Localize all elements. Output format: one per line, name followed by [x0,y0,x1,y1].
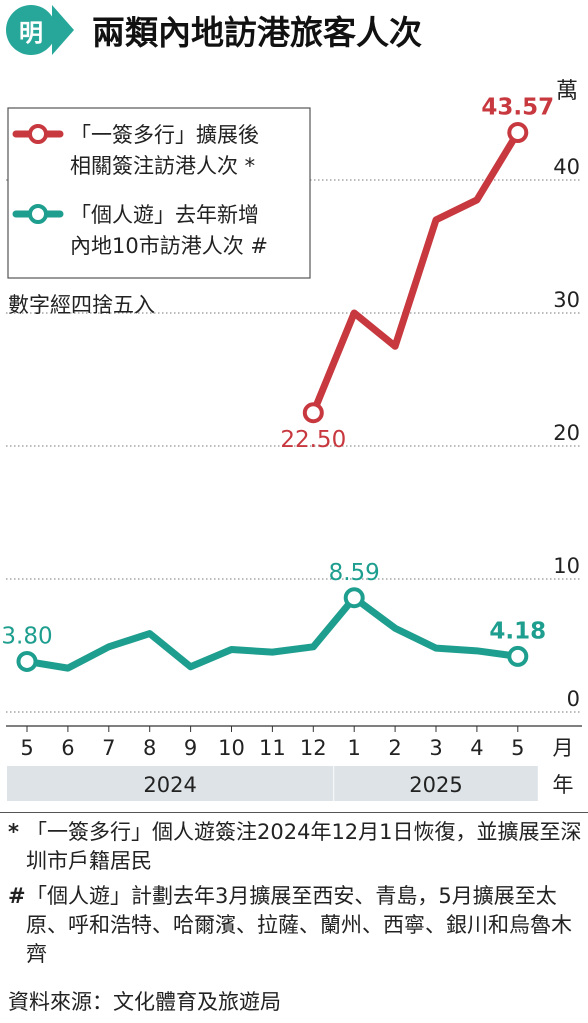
x-unit-label: 月 [553,736,574,760]
data-label: 22.50 [280,427,346,453]
y-tick-label: 10 [553,554,580,578]
footnote-text: 「個人遊」計劃去年3月擴展至西安、青島，5月擴展至太原、呼和浩特、哈爾濱、拉薩、… [26,884,572,966]
year-unit-label: 年 [553,773,574,797]
y-tick-label: 20 [553,421,580,445]
series-line-1 [23,594,522,672]
data-point-marker [16,650,38,672]
x-tick-label: 4 [470,736,483,760]
legend-label: 內地10市訪港人次 # [70,234,268,258]
y-tick-label: 40 [553,155,580,179]
x-tick-label: 11 [259,736,286,760]
year-band [7,766,334,801]
footnote-hash: # 「個人遊」計劃去年3月擴展至西安、青島，5月擴展至太原、呼和浩特、哈爾濱、拉… [8,882,586,969]
logo-chevron-icon [52,5,74,55]
series-line-0 [309,129,522,417]
year-label: 2024 [143,773,196,797]
y-unit-label: 萬 [556,79,578,104]
data-label: 8.59 [329,560,380,586]
footnote-text: 「一簽多行」個人遊簽注2024年12月1日恢復，並擴展至深圳市戶籍居民 [26,820,582,873]
x-tick-label: 5 [511,736,524,760]
data-point-marker [343,587,365,609]
header: 明 兩類內地訪港旅客人次 [0,0,588,62]
data-label: 43.57 [481,95,554,121]
x-tick-label: 10 [218,736,245,760]
x-tick-label: 12 [300,736,327,760]
year-band [334,766,538,801]
x-tick-label: 5 [20,736,33,760]
x-tick-label: 1 [348,736,361,760]
x-tick-label: 8 [143,736,156,760]
x-tick-label: 3 [429,736,442,760]
x-tick-label: 6 [61,736,74,760]
data-label: 3.80 [1,623,52,649]
y-tick-label: 30 [553,288,580,312]
x-tick-label: 2 [388,736,401,760]
x-tick-label: 7 [102,736,115,760]
footnote-mark: # [8,884,26,908]
data-point-marker [302,402,324,424]
data-point-marker [507,122,529,144]
source-note: 資料來源：文化體育及旅遊局 [8,990,281,1014]
logo: 明 [6,5,56,55]
data-label: 4.18 [489,618,546,644]
precision-note: 數字經四捨五入 [8,293,155,317]
footnote-mark: * [8,820,19,844]
footnote-asterisk: * 「一簽多行」個人遊簽注2024年12月1日恢復，並擴展至深圳市戶籍居民 [8,818,586,876]
y-tick-label: 0 [567,687,580,711]
legend-label: 「個人遊」去年新增 [70,203,259,227]
legend-label: 「一簽多行」擴展後 [70,123,259,147]
footnote-divider [0,812,588,813]
legend-label: 相關簽注訪港人次 * [70,154,255,178]
legend-swatch-marker [28,204,48,224]
page-title: 兩類內地訪港旅客人次 [92,13,422,52]
x-tick-label: 9 [184,736,197,760]
data-point-marker [507,645,529,667]
year-label: 2025 [409,773,462,797]
legend-swatch-marker [28,124,48,144]
